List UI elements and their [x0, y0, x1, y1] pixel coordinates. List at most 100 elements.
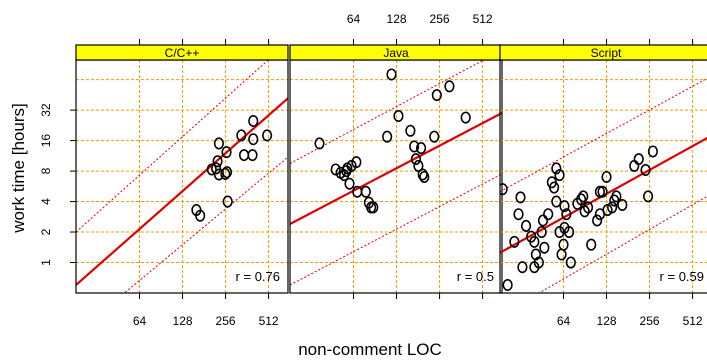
data-point [633, 153, 644, 166]
data-point [607, 201, 618, 214]
data-point [576, 193, 587, 206]
x-tick-label: 512 [473, 12, 493, 26]
data-point [236, 129, 247, 142]
data-point [444, 80, 455, 93]
y-tick-label: 1 [39, 259, 53, 266]
x-tick-label: 512 [259, 314, 279, 328]
data-point [248, 114, 259, 127]
x-tick-label: 128 [387, 12, 407, 26]
data-point [554, 169, 565, 182]
data-point [419, 170, 430, 183]
x-tick-label: 128 [597, 314, 617, 328]
data-point [592, 214, 603, 227]
data-point [536, 226, 547, 239]
data-point [517, 261, 528, 274]
confidence-band-line [123, 156, 288, 293]
confidence-band-line [76, 60, 269, 233]
data-point [213, 137, 225, 150]
x-tick-label: 64 [133, 314, 147, 328]
data-point [594, 185, 605, 198]
x-tick-label: 256 [430, 12, 450, 26]
panel-script: Script r = 0.59 64 128 256 512 [499, 39, 707, 328]
panel-java: Java r = 0.5 64 128 256 512 [289, 12, 503, 299]
data-point [617, 198, 628, 211]
data-point [247, 149, 258, 162]
panel-border [289, 59, 503, 294]
data-point [559, 200, 570, 213]
data-point [629, 159, 640, 172]
data-point [206, 163, 217, 176]
data-point [500, 183, 508, 196]
data-point [262, 129, 273, 142]
regression-line [76, 97, 288, 286]
correlation-label: r = 0.5 [457, 269, 494, 284]
panel-strip-label: Java [383, 46, 409, 60]
data-point [221, 146, 232, 159]
data-point [212, 155, 223, 168]
x-tick-label: 256 [216, 314, 236, 328]
data-point [509, 235, 520, 248]
y-tick-label: 16 [39, 134, 53, 148]
data-point [460, 111, 471, 124]
regression-line [290, 111, 502, 225]
data-point [211, 162, 222, 175]
data-point [539, 241, 550, 254]
y-tick-label: 32 [39, 103, 53, 117]
data-point [368, 201, 379, 214]
data-point [386, 68, 397, 81]
data-point [549, 181, 560, 194]
x-tick-label: 512 [683, 314, 703, 328]
data-point [415, 142, 427, 155]
data-point [529, 235, 540, 248]
data-point [330, 163, 341, 176]
x-axis-title: non-comment LOC [298, 340, 442, 359]
data-point [561, 208, 572, 221]
data-point [551, 162, 562, 175]
data-point [410, 153, 422, 166]
data-point [558, 238, 569, 251]
panel-c-c-: C/C++ r = 0.76 64 128 256 512 [75, 39, 289, 328]
data-point [586, 238, 597, 251]
data-point [647, 145, 658, 158]
data-point [413, 159, 424, 172]
panel-inner [76, 60, 288, 293]
data-point [611, 190, 622, 203]
correlation-label: r = 0.76 [236, 269, 280, 284]
data-point [578, 190, 589, 203]
data-point [551, 195, 562, 208]
data-point [533, 256, 544, 269]
data-point [513, 208, 524, 221]
data-point [222, 195, 233, 208]
data-point [582, 201, 594, 214]
confidence-band-line [290, 60, 485, 164]
data-point [556, 248, 567, 261]
data-point [520, 219, 532, 232]
data-point [640, 163, 651, 176]
data-point [195, 209, 206, 222]
y-tick-label: 4 [39, 198, 53, 205]
data-point [314, 137, 325, 150]
data-point [597, 185, 608, 198]
data-point [238, 149, 250, 162]
x-tick-label: 64 [557, 314, 571, 328]
data-point [429, 130, 440, 143]
data-point [601, 170, 612, 183]
y-axis-title: work time [hours] [9, 103, 28, 233]
y-tick-label: 2 [39, 228, 53, 235]
data-point [382, 130, 393, 143]
x-tick-label: 128 [173, 314, 193, 328]
x-tick-label: 256 [640, 314, 660, 328]
data-point [351, 156, 362, 169]
data-point [515, 191, 526, 204]
data-point [565, 256, 576, 269]
data-point [248, 133, 259, 146]
data-point [220, 167, 231, 180]
data-point [409, 140, 420, 153]
data-point [579, 205, 590, 218]
data-point [431, 89, 442, 102]
data-point [417, 168, 428, 181]
data-point [344, 177, 355, 190]
panel-inner [290, 60, 502, 293]
